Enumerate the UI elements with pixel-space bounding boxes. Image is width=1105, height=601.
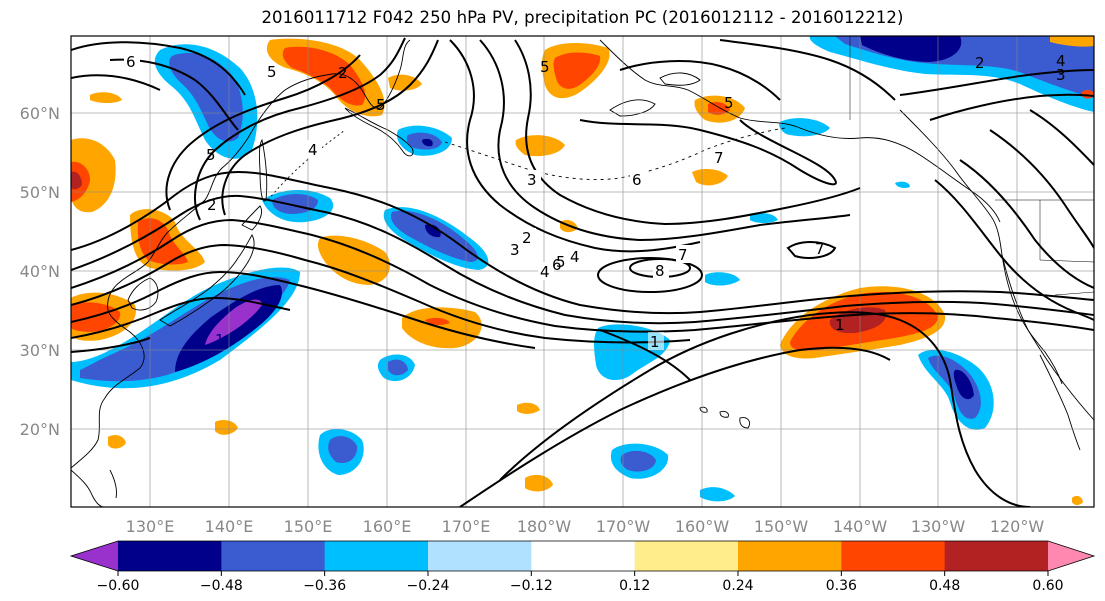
contour-label: 7: [714, 149, 724, 167]
colorbar-ticks: −0.60 −0.48 −0.36 −0.24 −0.12 0.12 0.24 0.36 0.4…: [97, 571, 1064, 594]
contour-label: 8: [655, 262, 665, 280]
colorbar-swatch: [738, 541, 842, 571]
lat-label: 50°N: [20, 183, 60, 202]
lon-label: 140°E: [205, 517, 254, 536]
contour-label: 4: [570, 248, 580, 266]
map-frame: [70, 35, 1095, 508]
lat-label: 20°N: [20, 420, 60, 439]
colorbar-swatch: [428, 541, 532, 571]
contour-label: 6: [552, 256, 562, 274]
contour-label: 7: [678, 246, 688, 264]
colorbar-tick-label: −0.48: [200, 578, 243, 594]
lon-label: 150°E: [284, 517, 333, 536]
lon-label: 120°W: [990, 517, 1045, 536]
lon-label: 160°E: [363, 517, 412, 536]
contour-label: 7: [815, 240, 825, 258]
lon-label: 150°W: [754, 517, 809, 536]
colorbar-extend-high: [1048, 541, 1094, 571]
colorbar-tick-label: 0.60: [1032, 578, 1063, 594]
lon-label: 170°W: [596, 517, 651, 536]
colorbar-swatch: [944, 541, 1049, 571]
map-title: 2016011712 F042 250 hPa PV, precipitatio…: [261, 8, 904, 27]
contour-label: 2: [338, 64, 348, 82]
colorbar-extend-low: [71, 541, 118, 571]
colorbar-swatch: [531, 541, 636, 571]
colorbar: [69, 540, 1096, 572]
contour-label: 4: [308, 141, 318, 159]
contour-label: 5: [724, 94, 734, 112]
lat-label: 60°N: [20, 104, 60, 123]
contour-label: 3: [1056, 66, 1066, 84]
colorbar-tick-label: 0.12: [619, 578, 650, 594]
borders: [849, 36, 1094, 296]
lon-label: 130°E: [126, 517, 175, 536]
contour-label: 3: [527, 171, 537, 189]
colorbar-tick-label: −0.36: [303, 578, 346, 594]
contour-label: 2: [207, 196, 217, 214]
contour-label: 6: [126, 53, 136, 71]
contour-label: 5: [267, 63, 277, 81]
colorbar-tick-label: 0.36: [826, 578, 857, 594]
pv-contours: [71, 37, 1094, 507]
lon-label: 140°W: [833, 517, 888, 536]
contour-label: 2: [975, 54, 985, 72]
colorbar-swatch: [118, 541, 222, 571]
contour-label: 5: [206, 146, 216, 164]
contour-label: 4: [540, 263, 550, 281]
colorbar-swatch: [634, 541, 739, 571]
colorbar-swatch: [841, 541, 946, 571]
contour-label: 1: [215, 331, 225, 349]
contour-label: 6: [632, 171, 642, 189]
colorbar-tick-label: −0.24: [407, 578, 450, 594]
colorbar-tick-label: 0.48: [929, 578, 960, 594]
colorbar-swatch: [221, 541, 326, 571]
contour-labels: 6 5 2 4 5 2 5 5 3 2 5 4 7 6 3 4 5 6: [124, 52, 1066, 351]
lat-labels: 60°N 50°N 40°N 30°N 20°N: [20, 104, 60, 439]
contour-label: 4: [1056, 52, 1066, 70]
coastlines: [71, 39, 1094, 507]
contour-label: 2: [522, 229, 532, 247]
contour-label: 3: [510, 241, 520, 259]
lat-label: 30°N: [20, 341, 60, 360]
lon-label: 170°E: [442, 517, 491, 536]
colorbar-tick-label: 0.24: [722, 578, 753, 594]
lon-label: 130°W: [911, 517, 966, 536]
lon-label: 160°W: [675, 517, 730, 536]
contour-label: 5: [540, 58, 550, 76]
lon-labels: 130°E 140°E 150°E 160°E 170°E 180°W 170°…: [126, 517, 1045, 536]
colorbar-swatch: [324, 541, 429, 571]
contour-label: 5: [556, 253, 566, 271]
contour-label: 5: [376, 96, 386, 114]
precip-shading: [71, 36, 1094, 505]
map-panel: 6 5 2 4 5 2 5 5 3 2 5 4 7 6 3 4 5 6: [71, 36, 1094, 507]
contour-label: 1: [835, 316, 845, 334]
colorbar-tick-label: −0.60: [97, 578, 140, 594]
lat-label: 40°N: [20, 262, 60, 281]
colorbar-tick-label: −0.12: [510, 578, 553, 594]
contour-label: 1: [650, 333, 660, 351]
lon-label: 180°W: [517, 517, 572, 536]
